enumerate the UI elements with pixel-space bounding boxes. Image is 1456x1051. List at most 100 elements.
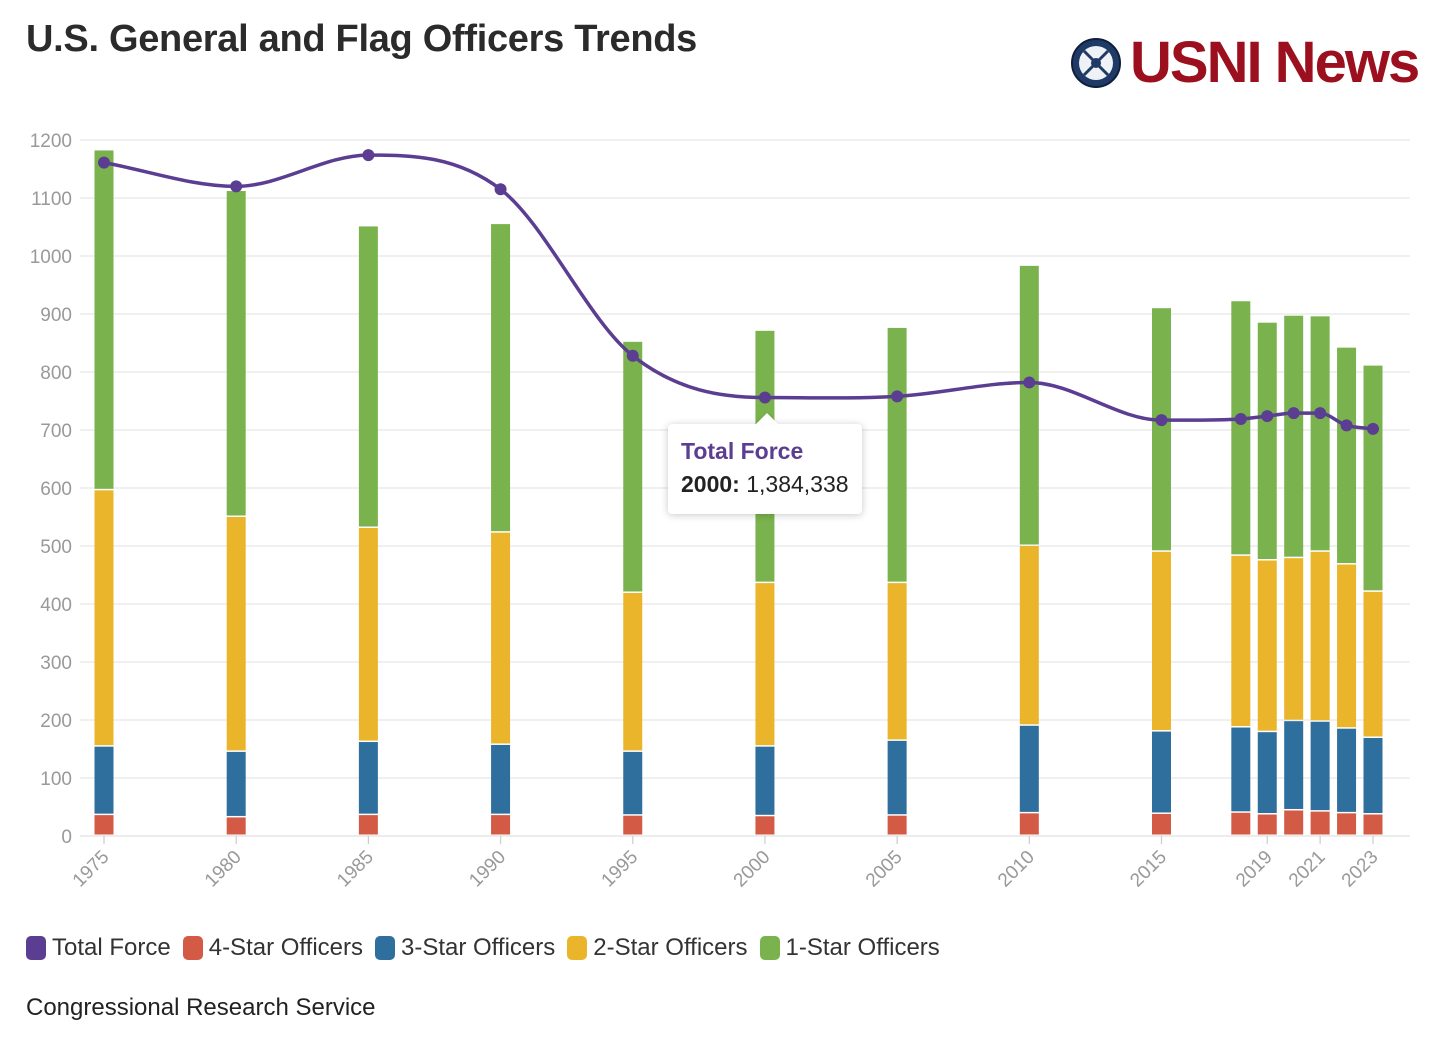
total-force-point[interactable] — [230, 180, 243, 193]
legend-label: Total Force — [52, 934, 171, 961]
y-tick-label: 200 — [40, 711, 72, 732]
legend-item-4-star[interactable]: 4-Star Officers — [182, 934, 363, 962]
bar-2-star[interactable] — [358, 528, 378, 741]
total-force-point[interactable] — [891, 390, 904, 403]
bar-2-star[interactable] — [226, 517, 246, 751]
bar-2-star[interactable] — [755, 583, 775, 746]
bar-1-star[interactable] — [358, 226, 378, 527]
bar-1-star[interactable] — [1257, 322, 1277, 559]
total-force-line — [98, 149, 1379, 435]
legend-swatch — [182, 936, 203, 960]
bar-4-star[interactable] — [94, 815, 114, 835]
legend-swatch — [759, 936, 780, 960]
bar-4-star[interactable] — [1363, 814, 1383, 835]
bar-4-star[interactable] — [358, 815, 378, 835]
tooltip-value: 1,384,338 — [746, 471, 849, 497]
bar-1-star[interactable] — [1019, 265, 1039, 545]
bar-1-star[interactable] — [1284, 315, 1304, 557]
total-force-point[interactable] — [1367, 422, 1379, 435]
total-force-point[interactable] — [494, 183, 507, 196]
bar-3-star[interactable] — [1310, 721, 1330, 811]
bar-3-star[interactable] — [1231, 727, 1251, 812]
total-force-point[interactable] — [1340, 419, 1353, 432]
total-force-point[interactable] — [1261, 410, 1274, 423]
bar-1-star[interactable] — [1231, 301, 1251, 555]
bar-4-star[interactable] — [1257, 814, 1277, 835]
bar-3-star[interactable] — [623, 751, 643, 815]
legend-item-3-star[interactable]: 3-Star Officers — [374, 934, 556, 962]
bars — [94, 150, 1383, 835]
bar-1-star[interactable] — [1363, 365, 1383, 591]
y-tick-label: 300 — [40, 653, 72, 674]
bar-2-star[interactable] — [1337, 564, 1357, 728]
bar-3-star[interactable] — [755, 746, 775, 815]
x-tick-label: 2015 — [1126, 847, 1171, 892]
bar-4-star[interactable] — [887, 815, 907, 835]
total-force-point[interactable] — [1155, 414, 1168, 427]
bar-3-star[interactable] — [1257, 732, 1277, 814]
bar-3-star[interactable] — [887, 740, 907, 815]
chart-legend: Total Force 4-Star Officers 3-Star Offic… — [26, 934, 952, 962]
bar-2-star[interactable] — [1152, 551, 1171, 731]
bar-3-star[interactable] — [94, 746, 114, 814]
bar-2-star[interactable] — [1310, 551, 1330, 721]
total-force-point[interactable] — [1234, 412, 1247, 425]
bar-1-star[interactable] — [94, 150, 114, 489]
bar-3-star[interactable] — [1363, 737, 1383, 814]
x-tick-label: 1985 — [333, 847, 378, 892]
bar-4-star[interactable] — [1337, 813, 1357, 835]
bar-2-star[interactable] — [491, 532, 511, 744]
total-force-point[interactable] — [1314, 407, 1327, 420]
bar-4-star[interactable] — [1152, 813, 1171, 835]
bar-1-star[interactable] — [887, 327, 907, 582]
bar-2-star[interactable] — [94, 490, 114, 746]
bar-2-star[interactable] — [1231, 555, 1251, 727]
bar-2-star[interactable] — [623, 592, 643, 751]
bar-3-star[interactable] — [358, 742, 378, 814]
bar-4-star[interactable] — [755, 816, 775, 835]
legend-label: 3-Star Officers — [400, 934, 556, 961]
bar-4-star[interactable] — [1284, 810, 1304, 835]
bar-1-star[interactable] — [1337, 347, 1357, 564]
bar-3-star[interactable] — [1284, 721, 1304, 809]
legend-item-total-force[interactable]: Total Force — [26, 934, 171, 962]
bar-2-star[interactable] — [1363, 591, 1383, 737]
bar-2-star[interactable] — [887, 583, 907, 740]
bar-1-star[interactable] — [623, 341, 643, 592]
total-force-point[interactable] — [626, 349, 639, 362]
bar-1-star[interactable] — [226, 191, 246, 516]
legend-label: 4-Star Officers — [208, 934, 363, 961]
bar-4-star[interactable] — [623, 815, 643, 835]
legend-item-1-star[interactable]: 1-Star Officers — [759, 934, 940, 962]
x-tick-label: 1975 — [69, 847, 114, 892]
y-tick-label: 800 — [40, 363, 72, 384]
bar-3-star[interactable] — [1152, 731, 1171, 813]
x-axis-ticks: 1975 1980 1985 1990 1995 2000 2005 2010 2015 2019… — [69, 836, 1383, 891]
total-force-point[interactable] — [1287, 407, 1300, 420]
bar-1-star[interactable] — [491, 224, 511, 532]
bar-4-star[interactable] — [226, 817, 246, 835]
bar-2-star[interactable] — [1019, 546, 1039, 725]
total-force-point[interactable] — [362, 149, 375, 162]
legend-item-2-star[interactable]: 2-Star Officers — [567, 934, 748, 962]
x-tick-label: 2010 — [994, 847, 1039, 892]
bar-3-star[interactable] — [1337, 728, 1357, 812]
bar-1-star[interactable] — [1152, 308, 1171, 551]
bar-1-star[interactable] — [1310, 316, 1330, 551]
bar-3-star[interactable] — [226, 751, 246, 816]
total-force-point[interactable] — [758, 391, 771, 404]
bar-2-star[interactable] — [1284, 558, 1304, 720]
legend-swatch — [26, 936, 46, 960]
bar-3-star[interactable] — [1019, 725, 1039, 812]
bar-2-star[interactable] — [1257, 560, 1277, 731]
bar-4-star[interactable] — [1019, 813, 1039, 835]
bar-4-star[interactable] — [491, 815, 511, 835]
bar-4-star[interactable] — [1310, 811, 1330, 835]
y-tick-label: 500 — [40, 537, 72, 558]
bar-3-star[interactable] — [491, 744, 511, 814]
total-force-point[interactable] — [1023, 376, 1036, 389]
x-tick-label: 2000 — [730, 847, 775, 892]
total-force-point[interactable] — [98, 156, 110, 169]
bar-4-star[interactable] — [1231, 812, 1251, 835]
y-tick-label: 900 — [40, 305, 72, 326]
